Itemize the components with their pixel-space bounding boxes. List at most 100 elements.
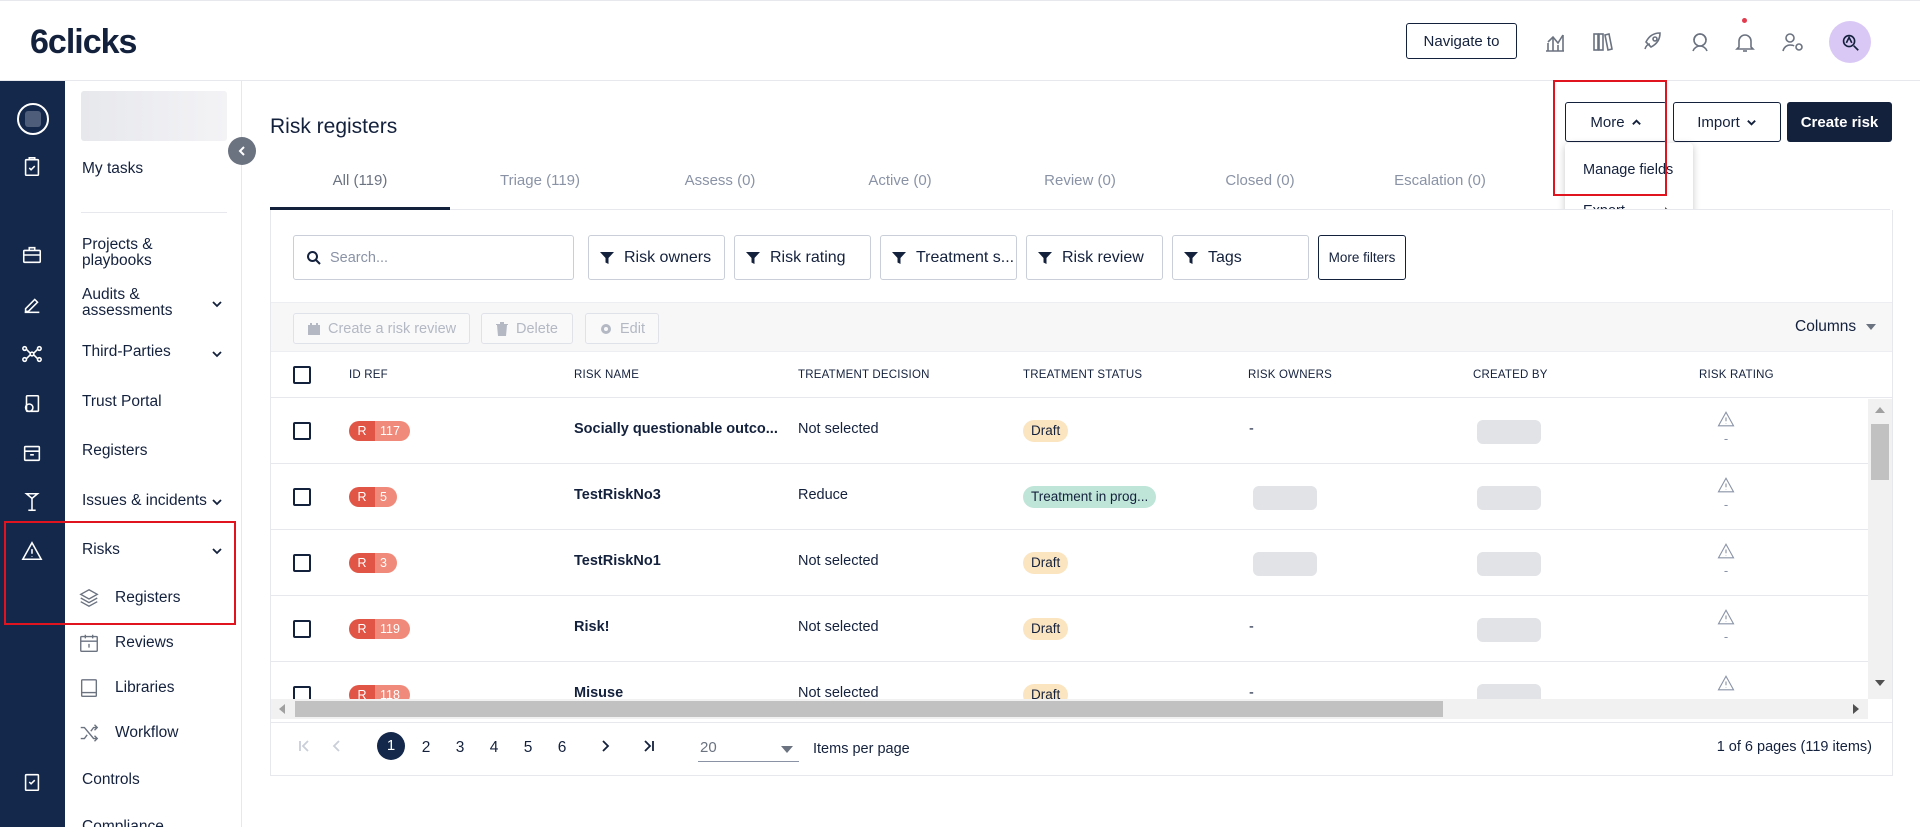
row-checkbox[interactable] bbox=[293, 554, 311, 572]
horizontal-scrollbar[interactable] bbox=[271, 699, 1868, 719]
user-settings-icon[interactable] bbox=[1779, 28, 1807, 56]
vertical-scrollbar[interactable] bbox=[1868, 399, 1892, 699]
last-page-button[interactable] bbox=[638, 739, 660, 758]
page-button[interactable]: 6 bbox=[557, 739, 567, 756]
chevron-down-icon[interactable] bbox=[211, 297, 223, 309]
risk-name[interactable]: TestRiskNo3 bbox=[574, 487, 661, 503]
select-all-checkbox[interactable] bbox=[293, 366, 311, 384]
risk-name[interactable]: Risk! bbox=[574, 619, 610, 635]
tab-escalation[interactable]: Escalation (0) bbox=[1394, 172, 1486, 189]
search-field[interactable] bbox=[293, 235, 574, 280]
risk-name[interactable]: Socially questionable outco... bbox=[574, 421, 778, 437]
edit-button[interactable]: Edit bbox=[585, 313, 659, 344]
support-icon[interactable] bbox=[1686, 28, 1714, 56]
chevron-down-icon[interactable] bbox=[211, 544, 223, 556]
chevron-down-icon[interactable] bbox=[211, 495, 223, 507]
page-button[interactable]: 3 bbox=[455, 739, 465, 756]
sidebar-item-compliance[interactable]: Compliance bbox=[82, 818, 164, 827]
import-button[interactable]: Import bbox=[1673, 102, 1781, 142]
briefcase-icon[interactable] bbox=[17, 240, 47, 270]
sidebar-sub-libraries[interactable]: Libraries bbox=[115, 679, 175, 696]
column-header-risk-rating[interactable]: RISK RATING bbox=[1699, 369, 1774, 381]
next-page-button[interactable] bbox=[594, 739, 616, 758]
chevron-down-icon[interactable] bbox=[211, 347, 223, 359]
portal-icon[interactable] bbox=[17, 389, 47, 419]
column-header-treatment-status[interactable]: TREATMENT STATUS bbox=[1023, 369, 1143, 381]
compliance-icon[interactable] bbox=[17, 767, 47, 797]
create-risk-button[interactable]: Create risk bbox=[1787, 102, 1892, 142]
sidebar-sub-reviews[interactable]: Reviews bbox=[115, 634, 174, 651]
network-icon[interactable] bbox=[17, 339, 47, 369]
sidebar-item-projects[interactable]: Projects & playbooks bbox=[82, 236, 153, 269]
page-button[interactable]: 5 bbox=[523, 739, 533, 756]
register-icon[interactable] bbox=[17, 438, 47, 468]
sidebar-item-third-parties[interactable]: Third-Parties bbox=[82, 343, 171, 360]
risk-name[interactable]: TestRiskNo1 bbox=[574, 553, 661, 569]
row-checkbox[interactable] bbox=[293, 620, 311, 638]
filter-treatment-status[interactable]: Treatment s... bbox=[880, 235, 1017, 280]
warning-icon[interactable] bbox=[17, 536, 47, 566]
filter-risk-review[interactable]: Risk review bbox=[1026, 235, 1163, 280]
scroll-right-arrow-icon[interactable] bbox=[1853, 704, 1859, 714]
column-header-risk-name[interactable]: RISK NAME bbox=[574, 369, 640, 381]
rocket-icon[interactable] bbox=[1638, 28, 1666, 56]
menu-item-manage-fields[interactable]: Manage fields bbox=[1583, 162, 1674, 178]
column-header-treatment-decision[interactable]: TREATMENT DECISION bbox=[798, 369, 930, 381]
scrollbar-thumb[interactable] bbox=[295, 701, 1443, 717]
tab-assess[interactable]: Assess (0) bbox=[684, 172, 756, 189]
delete-button[interactable]: Delete bbox=[481, 313, 573, 344]
library-icon[interactable] bbox=[1589, 28, 1617, 56]
tab-active[interactable]: Active (0) bbox=[868, 172, 932, 189]
sidebar-item-risks[interactable]: Risks bbox=[82, 541, 120, 558]
column-header-risk-owners[interactable]: RISK OWNERS bbox=[1248, 369, 1332, 381]
tasks-icon[interactable] bbox=[17, 152, 47, 182]
page-button[interactable]: 2 bbox=[421, 739, 431, 756]
first-page-button[interactable] bbox=[293, 739, 315, 758]
filter-risk-owners[interactable]: Risk owners bbox=[588, 235, 725, 280]
sidebar-item-controls[interactable]: Controls bbox=[82, 771, 140, 788]
filter-tags[interactable]: Tags bbox=[1172, 235, 1309, 280]
page-button[interactable]: 4 bbox=[489, 739, 499, 756]
app-logo[interactable]: 6clicks bbox=[30, 23, 137, 61]
bell-icon[interactable] bbox=[1731, 28, 1759, 56]
tab-closed[interactable]: Closed (0) bbox=[1225, 172, 1295, 189]
sidebar-sub-workflow[interactable]: Workflow bbox=[115, 724, 179, 741]
table-row[interactable]: R 119 Risk! Not selected Draft - - bbox=[271, 596, 1868, 662]
prev-page-button[interactable] bbox=[326, 739, 348, 758]
scroll-up-arrow-icon[interactable] bbox=[1875, 407, 1885, 413]
workspace-avatar[interactable] bbox=[17, 103, 49, 135]
issues-icon[interactable] bbox=[17, 487, 47, 517]
columns-dropdown[interactable]: Columns bbox=[1795, 318, 1877, 336]
column-header-created-by[interactable]: CREATED BY bbox=[1473, 369, 1548, 381]
navigate-to-button[interactable]: Navigate to bbox=[1406, 23, 1517, 59]
create-risk-review-button[interactable]: Create a risk review bbox=[293, 313, 470, 344]
sidebar-item-audits[interactable]: Audits & assessments bbox=[82, 286, 173, 319]
table-row[interactable]: R 118 Misuse Not selected Draft - bbox=[271, 662, 1868, 699]
scrollbar-thumb[interactable] bbox=[1871, 424, 1889, 480]
tab-triage[interactable]: Triage (119) bbox=[499, 172, 581, 189]
collapse-sidebar-button[interactable] bbox=[228, 137, 256, 165]
search-input[interactable] bbox=[330, 248, 550, 268]
column-header-id-ref[interactable]: ID REF bbox=[349, 369, 388, 381]
more-button[interactable]: More bbox=[1565, 102, 1667, 142]
edit-icon[interactable] bbox=[17, 290, 47, 320]
user-avatar[interactable] bbox=[1829, 21, 1871, 63]
page-button-current[interactable]: 1 bbox=[377, 732, 405, 760]
tab-review[interactable]: Review (0) bbox=[1044, 172, 1116, 189]
table-row[interactable]: R 117 Socially questionable outco... Not … bbox=[271, 398, 1868, 464]
row-checkbox[interactable] bbox=[293, 686, 311, 699]
items-per-page-select[interactable]: 20 bbox=[698, 734, 799, 762]
sidebar-item-issues[interactable]: Issues & incidents bbox=[82, 492, 207, 509]
tab-all[interactable]: All (119) bbox=[332, 172, 388, 189]
scroll-left-arrow-icon[interactable] bbox=[279, 704, 285, 714]
risk-name[interactable]: Misuse bbox=[574, 685, 624, 699]
sidebar-item-my-tasks[interactable]: My tasks bbox=[82, 160, 144, 177]
chart-icon[interactable] bbox=[1541, 28, 1569, 56]
more-filters-button[interactable]: More filters bbox=[1318, 235, 1406, 280]
sidebar-item-registers[interactable]: Registers bbox=[82, 442, 148, 459]
sidebar-item-trust-portal[interactable]: Trust Portal bbox=[82, 393, 162, 410]
row-checkbox[interactable] bbox=[293, 422, 311, 440]
sidebar-sub-registers[interactable]: Registers bbox=[115, 589, 181, 606]
